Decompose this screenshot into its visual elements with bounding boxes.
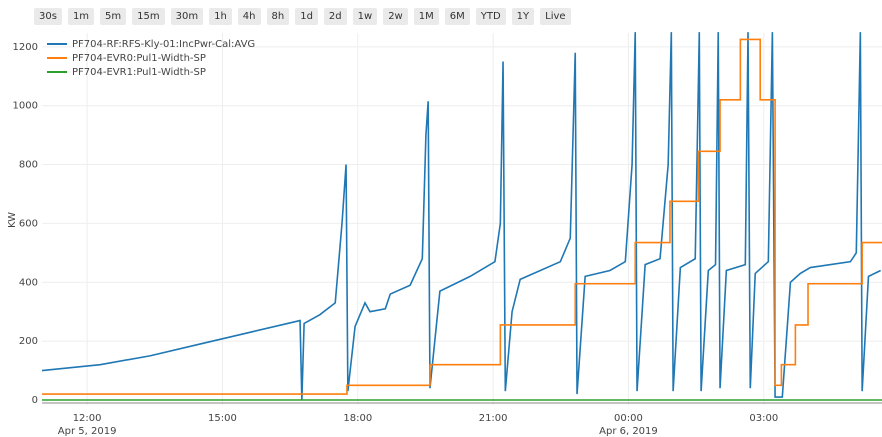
legend-label: PF704-EVR0:Pul1-Width-SP (72, 53, 206, 64)
range-button[interactable]: 2w (383, 8, 408, 25)
range-button[interactable]: 5m (100, 8, 127, 25)
x-tick-label: 21:00 (479, 413, 508, 424)
range-button[interactable]: 1h (209, 8, 232, 25)
range-button[interactable]: 30s (34, 8, 62, 25)
range-button[interactable]: 4h (237, 8, 261, 25)
range-button[interactable]: 30m (170, 8, 204, 25)
y-axis-label: KW (7, 212, 18, 228)
x-tick-label: 15:00 (208, 413, 237, 424)
x-tick-sublabel: Apr 5, 2019 (58, 426, 117, 437)
y-tick-label: 400 (19, 277, 38, 288)
range-button[interactable]: 15m (132, 8, 165, 25)
y-tick-label: 1200 (13, 42, 38, 53)
y-tick-label: 200 (19, 336, 38, 347)
x-tick-label: 00:00 (614, 413, 643, 424)
y-tick-label: 800 (19, 160, 38, 171)
y-tick-label: 1000 (13, 101, 38, 112)
range-button[interactable]: YTD (475, 8, 506, 25)
y-tick-label: 0 (32, 395, 38, 406)
range-button[interactable]: 1w (352, 8, 378, 25)
range-button[interactable]: 1m (67, 8, 95, 25)
range-button[interactable]: 8h (266, 8, 290, 25)
series-line (42, 38, 882, 395)
range-button[interactable]: Live (540, 8, 571, 25)
range-button[interactable]: 1d (295, 8, 318, 25)
y-tick-label: 600 (19, 218, 38, 229)
legend-label: PF704-EVR1:Pul1-Width-SP (72, 67, 206, 78)
x-tick-sublabel: Apr 6, 2019 (599, 426, 658, 437)
range-button[interactable]: 6M (444, 8, 470, 25)
range-button[interactable]: 1Y (511, 8, 535, 25)
series-line (41, 32, 881, 401)
legend-label: PF704-RF:RFS-Kly-01:IncPwr-Cal:AVG (72, 39, 255, 50)
range-button[interactable]: 2d (323, 8, 347, 25)
x-tick-label: 12:00 (73, 413, 102, 424)
x-tick-label: 18:00 (343, 413, 372, 424)
range-button[interactable]: 1M (413, 8, 439, 25)
range-buttons: 30s 1m 5m 15m 30m 1h 4h 8h 1d 2d 1w 2w 1M 6M YTD 1Y Live (34, 8, 571, 25)
x-tick-label: 03:00 (749, 413, 778, 424)
